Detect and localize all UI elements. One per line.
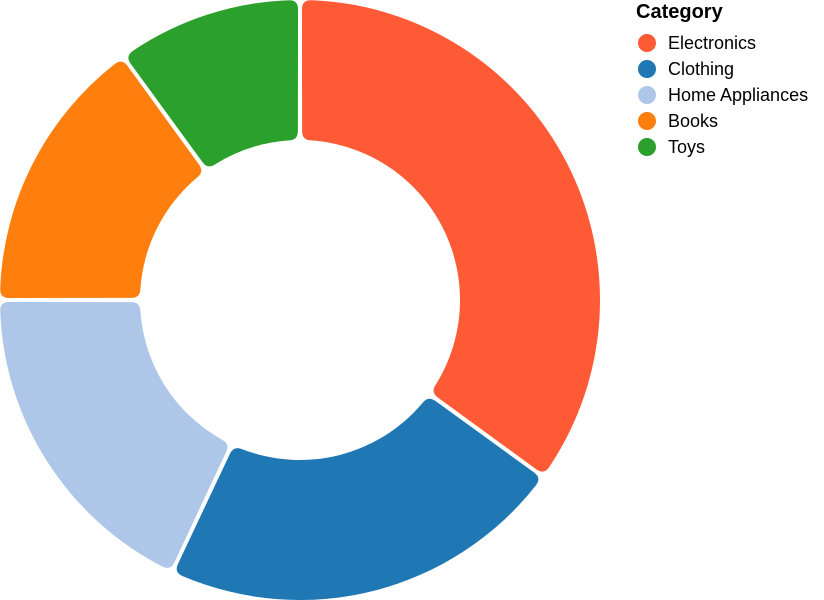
donut-slices	[0, 0, 600, 600]
legend-item-home-appliances: Home Appliances	[638, 85, 808, 105]
legend-item-books: Books	[638, 111, 718, 131]
legend-label: Books	[668, 111, 718, 131]
legend-label: Electronics	[668, 33, 756, 53]
slice-toys[interactable]	[128, 0, 299, 167]
legend-label: Toys	[668, 137, 705, 157]
legend: Category Electronics Clothing Home Applian…	[636, 1, 808, 157]
legend-swatch	[638, 86, 656, 104]
slice-home-appliances[interactable]	[0, 301, 228, 568]
legend-items: Electronics Clothing Home Appliances Books T…	[638, 33, 808, 157]
legend-label: Clothing	[668, 59, 734, 79]
legend-swatch	[638, 138, 656, 156]
legend-item-toys: Toys	[638, 137, 705, 157]
legend-swatch	[638, 34, 656, 52]
slice-clothing[interactable]	[176, 398, 539, 600]
legend-title: Category	[636, 1, 724, 23]
slice-electronics[interactable]	[301, 0, 600, 472]
legend-item-clothing: Clothing	[638, 59, 734, 79]
legend-item-electronics: Electronics	[638, 33, 756, 53]
legend-label: Home Appliances	[668, 85, 808, 105]
legend-swatch	[638, 60, 656, 78]
legend-swatch	[638, 112, 656, 130]
slice-books[interactable]	[0, 61, 202, 299]
